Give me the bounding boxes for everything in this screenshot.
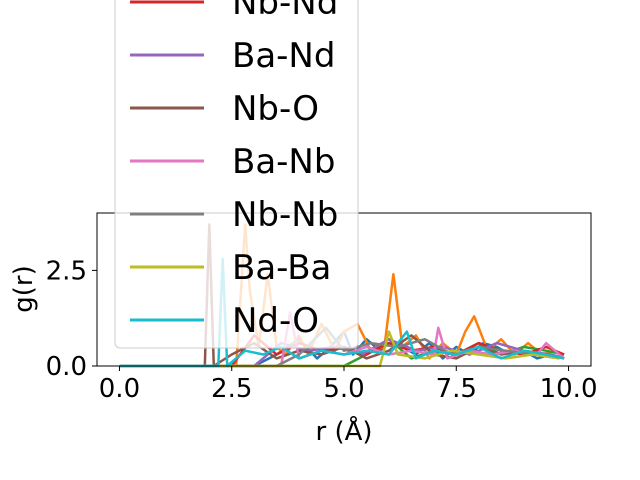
y-tick-label: 0.0 <box>46 352 87 382</box>
legend-label: Nb-Nd <box>232 0 338 23</box>
legend-label: Nb-O <box>232 89 319 129</box>
legend-label: Ba-Nb <box>232 142 335 182</box>
x-tick-label: 7.5 <box>436 374 477 404</box>
x-tick-label: 10.0 <box>540 374 598 404</box>
y-axis-label: g(r) <box>9 265 39 312</box>
x-tick-label: 0.0 <box>99 374 140 404</box>
legend-label: Nd-O <box>232 301 319 341</box>
legend-label: Ba-Nd <box>232 36 335 76</box>
legend: Nb-Nd Ba-Nd Nb-O Ba-Nb Nb-Nb Ba-Ba Nd-O <box>114 0 359 349</box>
x-axis-label: r (Å) <box>315 415 372 447</box>
y-tick-label: 2.5 <box>46 256 87 286</box>
ticks: 0.0 2.5 5.0 7.5 10.0 0.0 2.5 <box>46 256 598 404</box>
legend-label: Ba-Ba <box>232 248 331 288</box>
x-tick-label: 5.0 <box>323 374 364 404</box>
legend-box <box>114 0 359 349</box>
x-tick-label: 2.5 <box>211 374 252 404</box>
legend-label: Nb-Nb <box>232 195 338 235</box>
